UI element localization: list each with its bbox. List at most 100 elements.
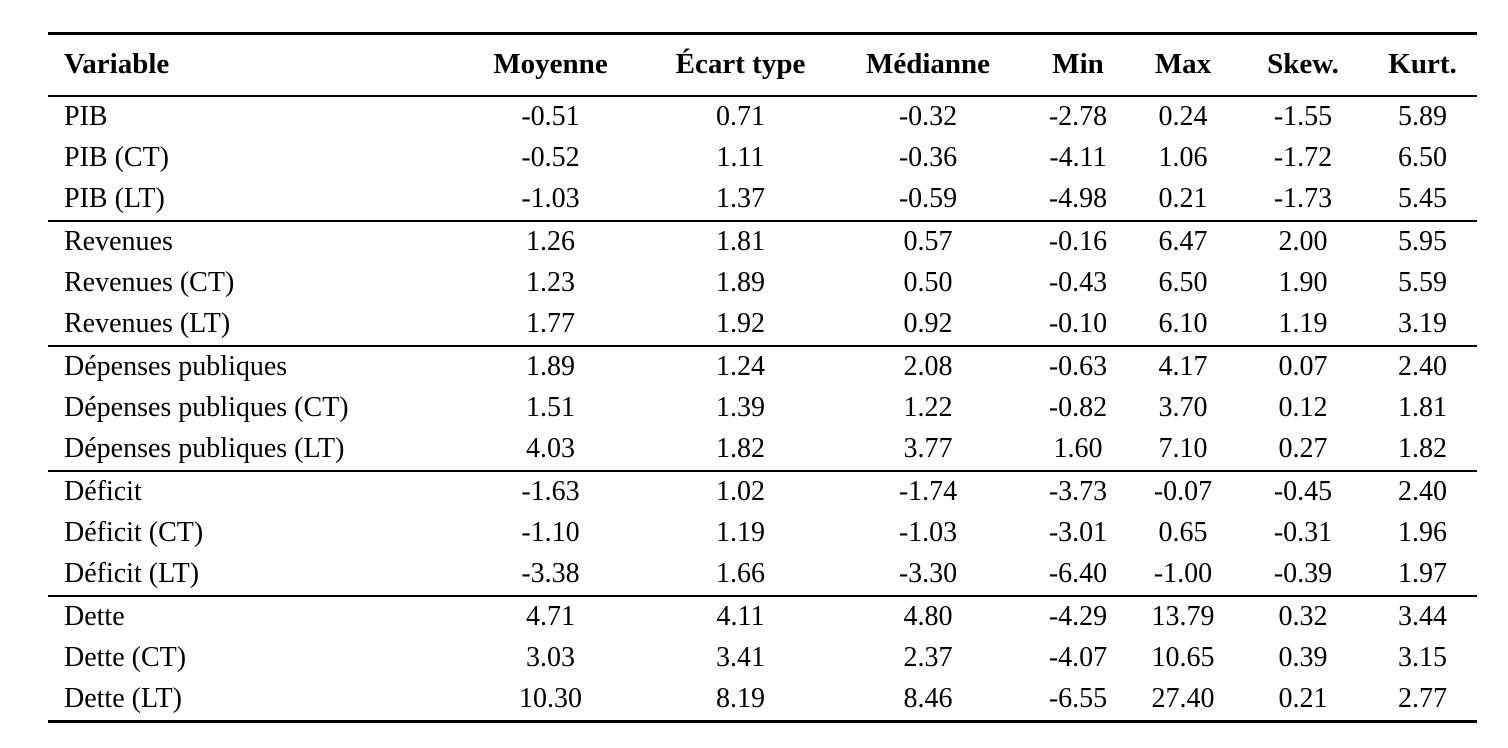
table-row: Revenues (CT) 1.23 1.89 0.50 -0.43 6.50 1.90 5.… (48, 263, 1477, 304)
value-cell: -4.29 (1028, 595, 1128, 638)
value-cell: -0.63 (1028, 345, 1128, 388)
value-cell: 3.70 (1158, 392, 1208, 423)
value-cell: 1.19 (716, 517, 765, 548)
value-cell: -0.59 (898, 183, 958, 214)
value-cell: 1.82 (1398, 433, 1447, 464)
value-cell: 1.51 (526, 392, 575, 423)
value-cell: -0.32 (898, 101, 958, 132)
value-cell: 3.03 (526, 642, 575, 673)
value-cell: -0.51 (521, 101, 580, 132)
variable-cell: Revenues (48, 220, 448, 263)
value-cell: 13.79 (1128, 595, 1238, 638)
value-cell: -3.30 (898, 558, 958, 589)
table-row: Déficit (CT) -1.10 1.19 -1.03 -3.01 0.65 -0.31… (48, 513, 1477, 554)
column-header-1: Moyenne (448, 33, 653, 97)
value-cell: -4.07 (1048, 642, 1108, 673)
value-cell: -0.52 (521, 142, 580, 173)
table-row: Dette (LT) 10.30 8.19 8.46 -6.55 27.40 0.21 2.7… (48, 679, 1477, 722)
value-cell: 3.44 (1368, 595, 1477, 638)
value-cell: 2.77 (1398, 683, 1447, 714)
value-cell: 1.81 (1398, 392, 1447, 423)
value-cell: 0.39 (1278, 642, 1328, 673)
column-header-7: Kurt. (1368, 33, 1477, 97)
value-cell: 2.00 (1238, 220, 1368, 263)
value-cell: -0.82 (1048, 392, 1108, 423)
variable-cell: Déficit (LT) (64, 558, 200, 589)
value-cell: 0.32 (1238, 595, 1368, 638)
value-cell: 1.39 (716, 392, 765, 423)
value-cell: 5.95 (1368, 220, 1477, 263)
value-cell: 1.90 (1278, 267, 1328, 298)
column-header-6: Skew. (1238, 33, 1368, 97)
table-row: Revenues 1.26 1.81 0.57 -0.16 6.47 2.00 5.95 (48, 220, 1477, 263)
value-cell: 1.89 (448, 345, 653, 388)
value-cell: -0.39 (1273, 558, 1333, 589)
value-cell: -0.45 (1238, 470, 1368, 513)
value-cell: 8.19 (716, 683, 765, 714)
value-cell: 5.59 (1398, 267, 1447, 298)
value-cell: 4.71 (448, 595, 653, 638)
value-cell: 0.71 (716, 101, 765, 132)
value-cell: 1.11 (716, 142, 765, 173)
value-cell: 3.15 (1398, 642, 1447, 673)
variable-cell: Dépenses publiques (48, 345, 448, 388)
value-cell: 2.08 (828, 345, 1028, 388)
column-header-5: Max (1128, 33, 1238, 97)
value-cell: -1.72 (1273, 142, 1333, 173)
value-cell: -3.01 (1048, 517, 1108, 548)
value-cell: 4.17 (1128, 345, 1238, 388)
variable-cell: Dépenses publiques (CT) (64, 392, 349, 423)
value-cell: 6.50 (1158, 267, 1208, 298)
value-cell: -2.78 (1048, 101, 1108, 132)
value-cell: -0.31 (1273, 517, 1333, 548)
value-cell: -1.63 (448, 470, 653, 513)
variable-cell: Revenues (CT) (64, 267, 235, 298)
table-row: Dépenses publiques (LT) 4.03 1.82 3.77 1.60 7… (48, 429, 1477, 471)
column-header-3: Médianne (828, 33, 1028, 97)
value-cell: 3.41 (716, 642, 765, 673)
value-cell: 5.45 (1398, 183, 1447, 214)
value-cell: 1.23 (526, 267, 575, 298)
column-header-4: Min (1028, 33, 1128, 97)
value-cell: -0.43 (1048, 267, 1108, 298)
value-cell: 0.92 (903, 308, 953, 339)
value-cell: 10.30 (519, 683, 582, 714)
table-row: PIB (LT) -1.03 1.37 -0.59 -4.98 0.21 -1.73 5.45 (48, 179, 1477, 221)
value-cell: 1.24 (653, 345, 828, 388)
value-cell: -6.40 (1048, 558, 1108, 589)
value-cell: -1.00 (1153, 558, 1213, 589)
value-cell: 8.46 (903, 683, 953, 714)
value-cell: -0.10 (1048, 308, 1108, 339)
table-row: PIB -0.51 0.71 -0.32 -2.78 0.24 -1.55 5.89 (48, 96, 1477, 138)
value-cell: 1.06 (1158, 142, 1208, 173)
value-cell: 1.82 (716, 433, 765, 464)
variable-cell: Dette (48, 595, 448, 638)
value-cell: -4.98 (1048, 183, 1108, 214)
table-row: Déficit (LT) -3.38 1.66 -3.30 -6.40 -1.00 -0.3… (48, 554, 1477, 596)
value-cell: 1.81 (653, 220, 828, 263)
value-cell: 10.65 (1151, 642, 1215, 673)
table-row: Dépenses publiques 1.89 1.24 2.08 -0.63 4.17 0… (48, 345, 1477, 388)
value-cell: 0.27 (1278, 433, 1328, 464)
value-cell: 1.02 (653, 470, 828, 513)
value-cell: 0.50 (903, 267, 953, 298)
value-cell: 1.37 (716, 183, 765, 214)
table-row: Dépenses publiques (CT) 1.51 1.39 1.22 -0.82… (48, 388, 1477, 429)
value-cell: 1.96 (1398, 517, 1447, 548)
value-cell: 2.40 (1368, 470, 1477, 513)
value-cell: -0.07 (1128, 470, 1238, 513)
value-cell: 6.47 (1128, 220, 1238, 263)
variable-cell: Déficit (48, 470, 448, 513)
variable-cell: PIB (CT) (64, 142, 169, 173)
table-header-row: Variable Moyenne Écart type Médianne Min Max S… (48, 33, 1477, 97)
table-row: PIB (CT) -0.52 1.11 -0.36 -4.11 1.06 -1.72 6.50 (48, 138, 1477, 179)
value-cell: -6.55 (1048, 683, 1108, 714)
value-cell: -0.16 (1028, 220, 1128, 263)
value-cell: 4.80 (828, 595, 1028, 638)
table-row: Déficit -1.63 1.02 -1.74 -3.73 -0.07 -0.45 2.40 (48, 470, 1477, 513)
value-cell: 3.77 (903, 433, 953, 464)
table-row: Dette 4.71 4.11 4.80 -4.29 13.79 0.32 3.44 (48, 595, 1477, 638)
value-cell: 6.10 (1158, 308, 1208, 339)
value-cell: -3.38 (521, 558, 580, 589)
